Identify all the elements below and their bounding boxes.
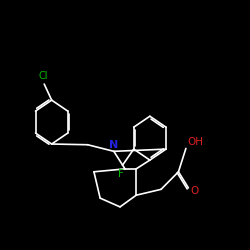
Text: Cl: Cl	[38, 70, 48, 81]
Text: O: O	[190, 186, 199, 196]
Text: F: F	[118, 169, 124, 179]
Text: OH: OH	[187, 137, 203, 147]
Text: N: N	[109, 140, 118, 150]
